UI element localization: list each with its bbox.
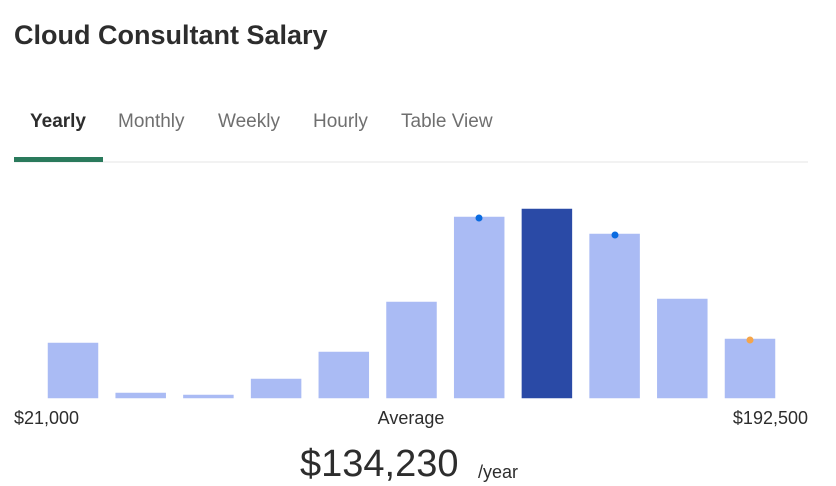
tab[interactable]: Yearly	[30, 111, 86, 132]
average-salary: $134,230	[300, 443, 459, 485]
range-min-label: $21,000	[14, 408, 79, 428]
bar[interactable]	[113, 391, 168, 400]
page-title: Cloud Consultant Salary	[14, 20, 328, 50]
histogram	[46, 207, 777, 400]
active-tab-indicator	[14, 157, 103, 162]
bar[interactable]	[452, 215, 506, 400]
bar[interactable]	[655, 297, 710, 400]
bar[interactable]	[181, 393, 236, 400]
marker-dot	[611, 231, 619, 239]
range-max-label: $192,500	[733, 408, 808, 428]
tab[interactable]: Table View	[401, 111, 493, 132]
bar[interactable]	[317, 350, 371, 400]
tab[interactable]: Weekly	[218, 111, 280, 132]
bar[interactable]	[587, 232, 642, 400]
bar[interactable]	[46, 341, 100, 400]
bar[interactable]	[723, 337, 777, 400]
tab[interactable]: Monthly	[118, 111, 185, 132]
unit-label: /year	[478, 462, 518, 482]
marker-dot	[475, 214, 483, 222]
average-label: Average	[378, 408, 445, 428]
bar[interactable]	[384, 300, 439, 400]
tab[interactable]: Hourly	[313, 111, 368, 132]
bar[interactable]	[520, 207, 574, 400]
marker-dot	[746, 336, 754, 344]
bar[interactable]	[249, 377, 303, 400]
